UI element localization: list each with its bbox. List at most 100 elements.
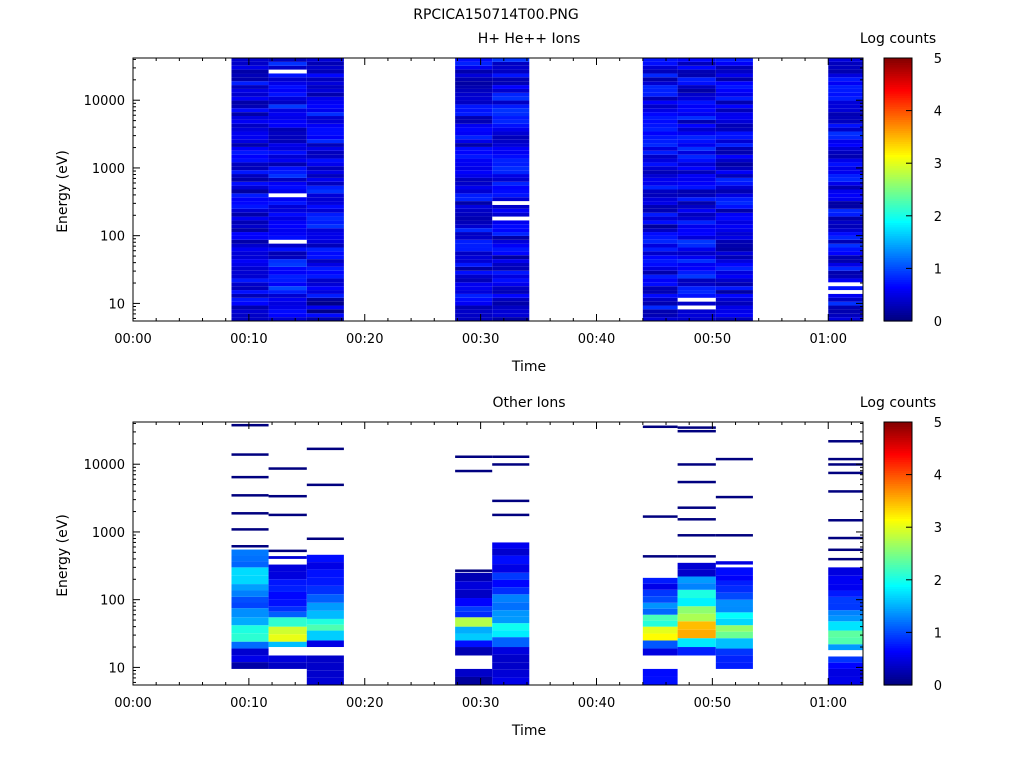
spectrogram-cell bbox=[715, 618, 753, 626]
spectrogram-cell bbox=[455, 216, 493, 221]
colorbar-step bbox=[884, 213, 912, 217]
spectrogram-line bbox=[268, 467, 307, 470]
x-tick-label: 00:40 bbox=[578, 332, 615, 347]
colorbar-step bbox=[884, 270, 912, 274]
spectrogram-cell bbox=[828, 232, 863, 236]
spectrogram-cell bbox=[715, 251, 753, 256]
colorbar-step bbox=[884, 516, 912, 520]
spectrogram-line bbox=[306, 447, 344, 451]
spectrogram-cell bbox=[268, 286, 307, 291]
colorbar-step bbox=[884, 123, 912, 127]
spectrogram-cell bbox=[455, 262, 493, 267]
spectrogram-cell bbox=[642, 208, 678, 213]
colorbar-step bbox=[884, 204, 912, 208]
colorbar-label: Log counts bbox=[860, 395, 936, 411]
spectrogram-cell bbox=[455, 85, 493, 89]
spectrogram-cell bbox=[455, 259, 493, 263]
spectrogram-cell bbox=[306, 278, 344, 283]
spectrogram-cell bbox=[642, 239, 678, 244]
spectrogram-cell bbox=[677, 313, 716, 318]
spectrogram-cell bbox=[231, 73, 269, 78]
spectrogram-cell bbox=[677, 606, 716, 614]
colorbar-step bbox=[884, 573, 912, 577]
spectrogram-cell bbox=[715, 575, 753, 581]
panel-h-he-ions: 00:00 00:10 00:20 00:30 00:40 00:50 01:0010100… bbox=[55, 31, 942, 375]
panel-title: H+ He++ Ions bbox=[478, 31, 581, 47]
spectrogram-cell bbox=[455, 61, 493, 66]
colorbar-step bbox=[884, 485, 912, 489]
spectrogram-cell bbox=[677, 85, 716, 89]
spectrogram-cell bbox=[642, 189, 678, 194]
spectrogram-cell bbox=[306, 640, 344, 648]
spectrogram-cell bbox=[715, 638, 753, 649]
spectrogram-cell bbox=[306, 77, 344, 82]
colorbar-step bbox=[884, 226, 912, 230]
colorbar-step bbox=[884, 215, 912, 219]
spectrogram-cell bbox=[306, 112, 344, 117]
colorbar-step bbox=[884, 680, 912, 684]
colorbar-step bbox=[884, 281, 912, 285]
spectrogram-cell bbox=[268, 247, 307, 252]
colorbar-step bbox=[884, 73, 912, 77]
spectrogram-cell bbox=[642, 262, 678, 267]
colorbar-step bbox=[884, 619, 912, 623]
spectrogram-cell bbox=[715, 220, 753, 225]
spectrogram-cell bbox=[642, 676, 678, 685]
spectrogram-cell bbox=[677, 108, 716, 113]
colorbar-step bbox=[884, 483, 912, 487]
colorbar-step bbox=[884, 632, 912, 636]
colorbar-step bbox=[884, 60, 912, 63]
spectrogram-cell bbox=[677, 204, 716, 209]
colorbar-step bbox=[884, 535, 912, 539]
colorbar-step bbox=[884, 224, 912, 228]
spectrogram-cell bbox=[492, 119, 530, 124]
spectrogram-cell bbox=[492, 677, 530, 685]
spectrogram-cell bbox=[642, 290, 678, 294]
spectrogram-cell bbox=[828, 224, 863, 229]
spectrogram-cell bbox=[306, 166, 344, 171]
colorbar-step bbox=[884, 454, 912, 458]
spectrogram-cell bbox=[715, 73, 753, 78]
spectrogram-cell bbox=[455, 108, 493, 113]
spectrogram-cell bbox=[715, 243, 753, 248]
spectrogram-cell bbox=[268, 301, 307, 306]
spectrogram-cell bbox=[677, 562, 716, 570]
spectrogram-cell bbox=[268, 108, 307, 113]
spectrogram-cell bbox=[715, 247, 753, 252]
spectrogram-cell bbox=[677, 201, 716, 205]
spectrogram-cell bbox=[268, 162, 307, 167]
colorbar-step bbox=[884, 531, 912, 535]
colorbar-step bbox=[884, 562, 912, 566]
spectrogram-cell bbox=[231, 235, 269, 240]
colorbar-step bbox=[884, 110, 912, 114]
spectrogram-cell bbox=[231, 123, 269, 128]
colorbar-step bbox=[884, 167, 912, 171]
spectrogram-cell bbox=[642, 633, 678, 641]
spectrogram-cell bbox=[715, 100, 753, 105]
spectrogram-cell bbox=[715, 139, 753, 144]
spectrogram-cell bbox=[715, 648, 753, 656]
spectrogram-cell bbox=[642, 170, 678, 175]
spectrogram-cell bbox=[455, 112, 493, 117]
colorbar-step bbox=[884, 292, 912, 296]
spectrogram-cell bbox=[715, 174, 753, 178]
spectrogram-cell bbox=[306, 313, 344, 318]
colorbar-step bbox=[884, 476, 912, 480]
spectrogram-cell bbox=[268, 305, 307, 310]
spectrogram-cell bbox=[268, 579, 307, 586]
x-tick-label: 00:40 bbox=[578, 696, 615, 711]
spectrogram-cell bbox=[642, 293, 678, 298]
spectrogram-data bbox=[231, 58, 863, 321]
spectrogram-line bbox=[492, 463, 530, 466]
spectrogram-cell bbox=[642, 85, 678, 89]
spectrogram-cell bbox=[306, 177, 344, 182]
colorbar-step bbox=[884, 272, 912, 276]
spectrogram-cell bbox=[455, 270, 493, 275]
spectrogram-cell bbox=[268, 655, 307, 663]
colorbar-step bbox=[884, 603, 912, 607]
colorbar-step bbox=[884, 560, 912, 563]
spectrogram-cell bbox=[455, 150, 493, 155]
spectrogram-line bbox=[492, 513, 530, 517]
spectrogram-cell bbox=[492, 212, 530, 217]
